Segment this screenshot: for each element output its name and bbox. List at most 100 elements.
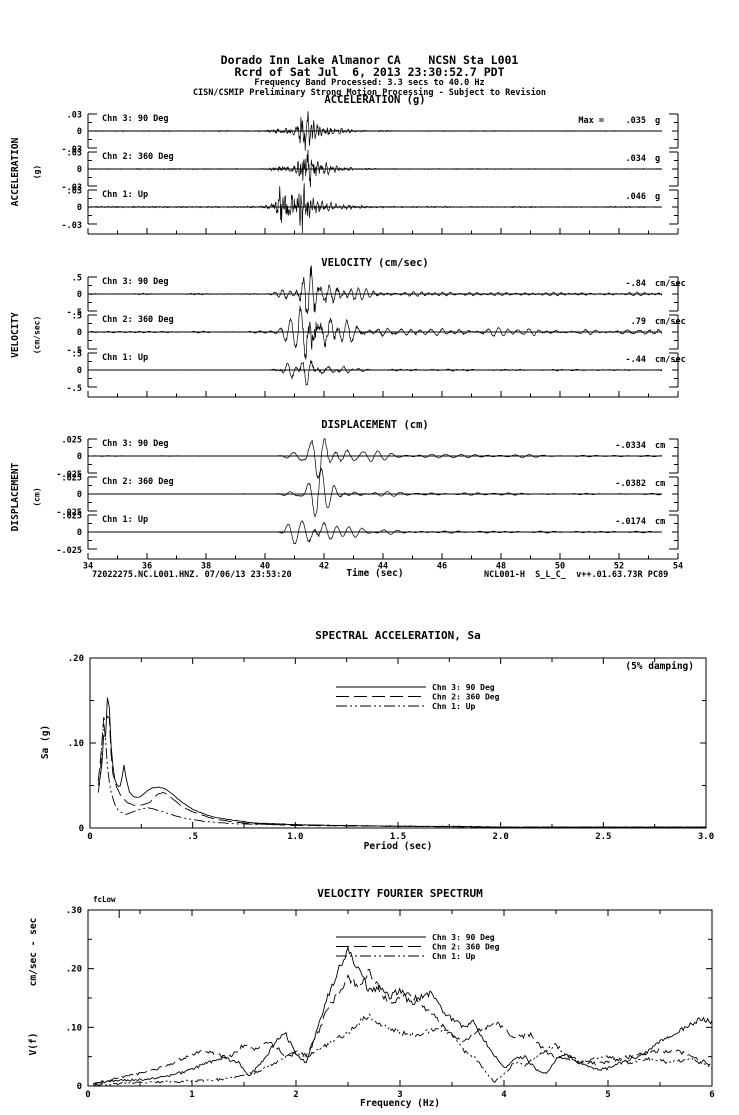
- scale-label-top: .03: [67, 111, 82, 121]
- time-tick-label: 48: [496, 562, 506, 572]
- sa-axis-label: Sa (g): [39, 724, 51, 760]
- y-tick-label: .10: [68, 739, 84, 749]
- seismic-trace-acceleration: [89, 149, 662, 188]
- time-tick-label: 44: [378, 562, 388, 572]
- group-velocity: .5 0 -.5 Chn 3: 90 Deg -.84 cm/sec .5 0 -.5 Chn 2…: [67, 265, 686, 398]
- frequency-band-note: Frequency Band Processed: 3.3 secs to 40…: [254, 78, 485, 88]
- x-tick-label: 4: [501, 1090, 507, 1100]
- scale-label-zero: 0: [77, 165, 82, 175]
- max-value: .034: [626, 154, 646, 164]
- x-tick-label: 3.0: [698, 832, 714, 842]
- seismic-trace-acceleration: [89, 183, 662, 234]
- scale-label-bottom: -.03: [62, 183, 82, 193]
- channel-label: Chn 1: Up: [102, 353, 148, 363]
- acceleration-axis-unit: (g): [32, 164, 42, 180]
- series-curve-chn-2-360-deg: [97, 715, 706, 828]
- trace-panel-acceleration-2: .03 0 -.03 Chn 2: 360 Deg .034 g: [62, 149, 679, 193]
- x-tick-label: .5: [187, 832, 198, 842]
- x-tick-label: 1: [189, 1090, 194, 1100]
- station-title: Dorado Inn Lake Almanor CA NCSN Sta L001: [220, 53, 519, 67]
- vf-function-label: V(f): [27, 1032, 39, 1056]
- max-value: -.44: [626, 355, 646, 365]
- series-curve-chn-1-up: [93, 1013, 712, 1086]
- legend-label: Chn 3: 90 Deg: [432, 683, 495, 692]
- frequency-axis-label: Frequency (Hz): [359, 1098, 441, 1109]
- x-tick-label: 1.0: [287, 832, 303, 842]
- seismic-trace-velocity: [89, 360, 662, 386]
- time-tick-label: 54: [673, 562, 683, 572]
- max-unit: cm/sec: [655, 279, 686, 289]
- trace-panel-displacement-3: .025 0 -.025 Chn 3: 90 Deg -.0334 cm: [56, 436, 679, 480]
- channel-label: Chn 1: Up: [102, 190, 148, 200]
- legend-label: Chn 2: 360 Deg: [432, 693, 500, 702]
- series-curve-chn-2-360-deg: [92, 968, 712, 1085]
- x-tick-label: 2: [293, 1090, 298, 1100]
- max-value: .79: [631, 317, 646, 327]
- max-unit: g: [655, 192, 660, 202]
- acceleration-axis-label: ACCELERATION: [9, 137, 21, 207]
- time-tick-label: 42: [319, 562, 329, 572]
- max-unit: cm/sec: [655, 355, 686, 365]
- trace-panel-acceleration-3: .03 0 -.03 Chn 3: 90 Deg Max = .035 g: [62, 111, 679, 155]
- period-axis-label: Period (sec): [363, 841, 433, 852]
- timeseries-plot: .03 0 -.03 Chn 3: 90 Deg Max = .035 g .03 0 -.03 C…: [56, 111, 685, 572]
- trace-panel-velocity-3: .5 0 -.5 Chn 3: 90 Deg -.84 cm/sec: [67, 265, 686, 318]
- y-tick-label: .20: [68, 654, 84, 664]
- time-tick-label: 38: [201, 562, 211, 572]
- x-tick-label: 0: [87, 832, 92, 842]
- seismic-trace-velocity: [89, 305, 662, 360]
- scale-label-zero: 0: [77, 366, 82, 376]
- displacement-title: DISPLACEMENT (cm): [321, 419, 429, 431]
- seismic-trace-velocity: [89, 265, 662, 315]
- time-tick-label: 46: [437, 562, 447, 572]
- max-value: -.0334: [615, 441, 646, 451]
- channel-label: Chn 2: 360 Deg: [102, 315, 174, 325]
- max-value: -.0174: [615, 517, 646, 527]
- channel-label: Chn 3: 90 Deg: [102, 114, 169, 124]
- max-unit: g: [655, 116, 660, 126]
- series-curve-chn-3-90-deg: [92, 945, 712, 1086]
- scale-label-bottom: -.025: [56, 470, 82, 480]
- scale-label-bottom: -.5: [67, 308, 82, 318]
- scale-label-bottom: -.5: [67, 346, 82, 356]
- y-tick-label: 0: [79, 824, 84, 834]
- x-tick-label: 0: [85, 1090, 90, 1100]
- channel-label: Chn 2: 360 Deg: [102, 477, 174, 487]
- max-unit: g: [655, 154, 660, 164]
- legend-label: Chn 2: 360 Deg: [432, 943, 500, 952]
- max-unit: cm/sec: [655, 317, 686, 327]
- scale-label-zero: 0: [77, 328, 82, 338]
- scale-label-zero: 0: [77, 290, 82, 300]
- legend-label: Chn 3: 90 Deg: [432, 933, 495, 942]
- velocity-axis-label: VELOCITY: [9, 312, 21, 358]
- channel-label: Chn 3: 90 Deg: [102, 439, 169, 449]
- x-tick-label: 2.0: [493, 832, 509, 842]
- max-unit: cm: [655, 441, 665, 451]
- sa-chart-title: SPECTRAL ACCELERATION, Sa: [315, 629, 481, 642]
- legend-label: Chn 1: Up: [432, 702, 476, 711]
- max-value: -.84: [626, 279, 646, 289]
- trace-panel-acceleration-1: .03 0 -.03 Chn 1: Up .046 g: [62, 183, 679, 234]
- max-prefix: Max =: [578, 116, 604, 126]
- displacement-axis-label: DISPLACEMENT: [9, 462, 21, 532]
- channel-label: Chn 3: 90 Deg: [102, 277, 169, 287]
- scale-label-top: .025: [62, 436, 82, 446]
- series-curve-chn-1-up: [97, 722, 706, 828]
- group-displacement: 34 36 38 40 42 44 46 48 50 52 54 .025 0 -.025 Chn 3: 9…: [56, 436, 683, 572]
- x-tick-label: 2.5: [595, 832, 611, 842]
- max-unit: cm: [655, 517, 665, 527]
- displacement-axis-unit: (cm): [32, 487, 42, 507]
- scale-label-top: .5: [72, 350, 82, 360]
- record-id-footer: 72022275.NC.L001.HNZ. 07/06/13 23:53:20: [92, 570, 292, 580]
- seismic-trace-displacement: [89, 438, 662, 479]
- x-tick-label: 1.5: [390, 832, 406, 842]
- time-tick-label: 40: [260, 562, 270, 572]
- velocity-axis-unit: (cm/sec): [32, 315, 42, 355]
- scale-label-top: .03: [67, 149, 82, 159]
- seismic-trace-displacement: [89, 520, 662, 545]
- time-axis-label: Time (sec): [346, 568, 404, 579]
- scale-label-bottom: -.5: [67, 384, 82, 394]
